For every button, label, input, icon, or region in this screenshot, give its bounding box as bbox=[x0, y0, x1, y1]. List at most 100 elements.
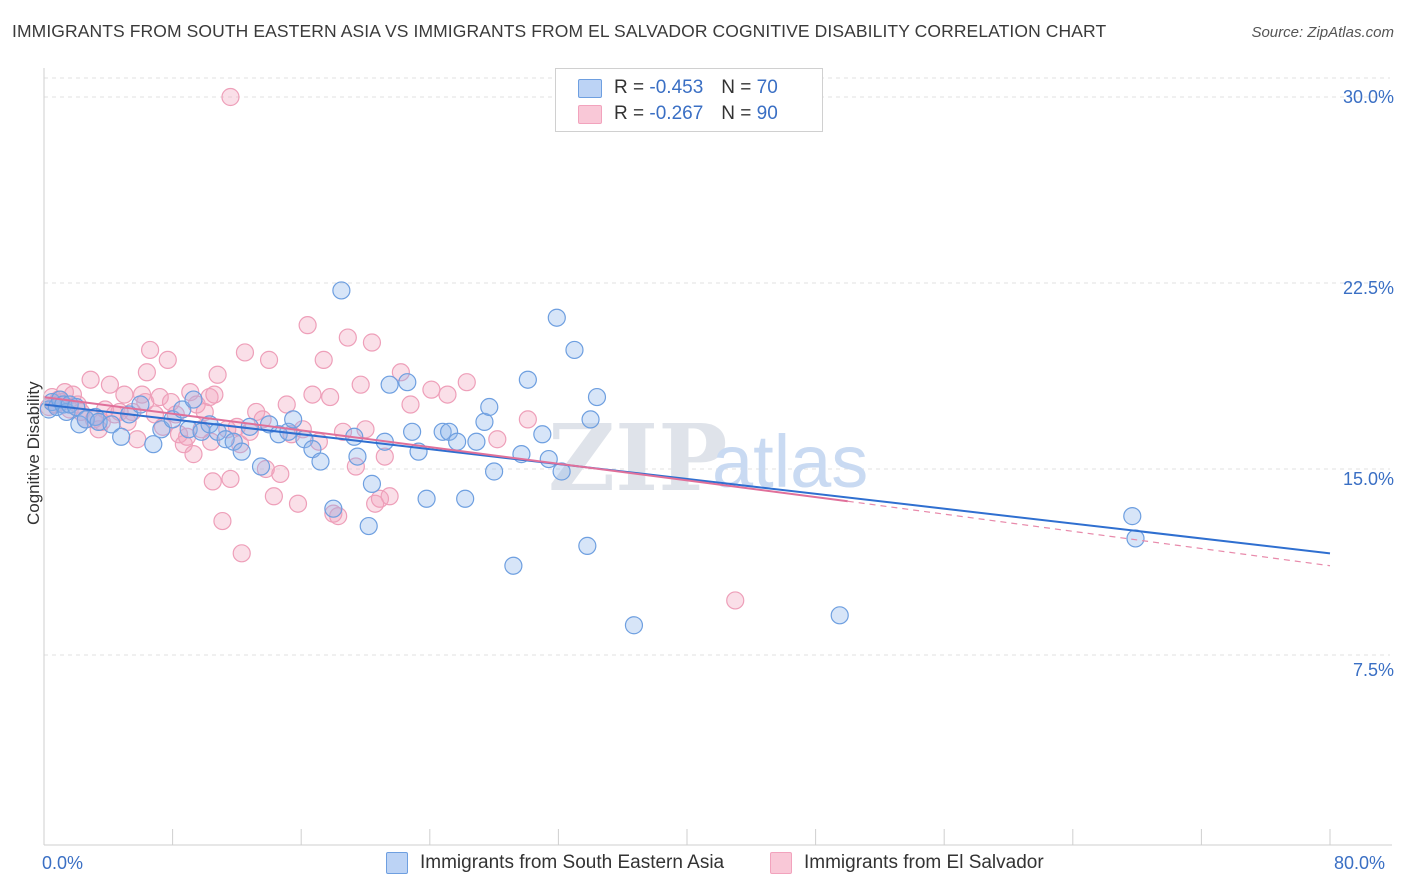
data-point-el-salvador bbox=[271, 464, 290, 484]
legend-row-series-1: R = -0.453 N = 70 bbox=[578, 76, 778, 100]
data-point-el-salvador bbox=[362, 333, 382, 352]
data-point-el-salvador bbox=[205, 385, 224, 404]
data-point-el-salvador bbox=[235, 343, 255, 362]
data-point-el-salvador bbox=[100, 375, 120, 394]
legend-swatch bbox=[770, 852, 792, 874]
y-tick-label: 30.0% bbox=[1342, 87, 1394, 107]
data-point-south-eastern-asia bbox=[433, 422, 452, 441]
data-point-el-salvador bbox=[203, 472, 222, 491]
x-tick-label: 80.0% bbox=[1334, 853, 1386, 873]
data-point-south-eastern-asia bbox=[587, 387, 607, 407]
data-point-south-eastern-asia bbox=[552, 462, 571, 481]
data-point-el-salvador bbox=[401, 395, 420, 414]
data-point-south-eastern-asia bbox=[324, 499, 343, 518]
data-point-south-eastern-asia bbox=[533, 425, 552, 444]
y-tick-label: 15.0% bbox=[1342, 469, 1394, 489]
data-point-south-eastern-asia bbox=[547, 308, 566, 327]
source-label: Source: ZipAtlas.com bbox=[1251, 24, 1394, 41]
trend-line-el-salvador bbox=[43, 396, 848, 503]
data-point-south-eastern-asia bbox=[830, 606, 849, 625]
data-point-south-eastern-asia bbox=[112, 427, 131, 446]
data-point-south-eastern-asia bbox=[284, 410, 303, 429]
data-point-south-eastern-asia bbox=[467, 432, 486, 451]
data-point-south-eastern-asia bbox=[448, 432, 467, 451]
legend-swatch bbox=[386, 852, 408, 874]
data-point-south-eastern-asia bbox=[403, 422, 422, 441]
data-point-el-salvador bbox=[150, 387, 169, 407]
data-point-el-salvador bbox=[81, 370, 100, 389]
data-point-south-eastern-asia bbox=[86, 407, 105, 427]
trend-line-el-salvador-extension bbox=[847, 500, 1331, 567]
data-point-el-salvador bbox=[380, 487, 399, 506]
data-point-el-salvador bbox=[115, 385, 134, 404]
watermark-atlas: atlas bbox=[712, 420, 868, 503]
data-point-el-salvador bbox=[488, 430, 507, 449]
data-point-el-salvador bbox=[324, 504, 343, 523]
data-point-el-salvador bbox=[259, 350, 279, 369]
data-point-el-salvador bbox=[422, 380, 441, 399]
data-point-south-eastern-asia bbox=[578, 536, 597, 555]
data-point-south-eastern-asia bbox=[485, 462, 504, 481]
n-label: N = bbox=[721, 103, 752, 124]
data-point-south-eastern-asia bbox=[456, 489, 475, 508]
watermark-zip: ZIP bbox=[548, 404, 727, 512]
data-point-el-salvador bbox=[321, 387, 340, 407]
legend-item-south-eastern-asia: Immigrants from South Eastern Asia bbox=[386, 852, 724, 874]
data-point-south-eastern-asia bbox=[624, 616, 644, 635]
data-point-south-eastern-asia bbox=[359, 516, 378, 536]
data-point-south-eastern-asia bbox=[1123, 507, 1142, 526]
data-point-el-salvador bbox=[314, 350, 333, 369]
data-point-el-salvador bbox=[128, 430, 147, 449]
data-point-el-salvador bbox=[177, 427, 197, 446]
data-point-south-eastern-asia bbox=[348, 447, 367, 466]
data-point-el-salvador bbox=[232, 544, 251, 563]
data-point-el-salvador bbox=[726, 591, 745, 610]
data-point-el-salvador bbox=[351, 375, 370, 394]
data-point-el-salvador bbox=[137, 363, 156, 382]
r-value: -0.267 bbox=[649, 103, 704, 124]
data-point-south-eastern-asia bbox=[311, 452, 330, 471]
data-point-south-eastern-asia bbox=[398, 373, 417, 392]
data-point-south-eastern-asia bbox=[539, 449, 558, 469]
data-point-el-salvador bbox=[140, 340, 160, 360]
data-point-south-eastern-asia bbox=[251, 457, 271, 476]
legend-label: Immigrants from South Eastern Asia bbox=[420, 852, 725, 873]
data-point-el-salvador bbox=[375, 447, 394, 466]
data-point-el-salvador bbox=[438, 385, 457, 404]
data-point-south-eastern-asia bbox=[362, 474, 382, 493]
data-point-south-eastern-asia bbox=[232, 442, 251, 461]
data-point-south-eastern-asia bbox=[380, 375, 399, 394]
legend-item-el-salvador: Immigrants from El Salvador bbox=[770, 852, 1044, 874]
data-point-el-salvador bbox=[158, 350, 177, 369]
data-point-south-eastern-asia bbox=[184, 390, 203, 409]
legend-swatch bbox=[578, 78, 602, 98]
r-label: R = bbox=[614, 77, 645, 98]
data-point-el-salvador bbox=[303, 385, 322, 404]
data-point-el-salvador bbox=[288, 494, 308, 513]
chart-title: IMMIGRANTS FROM SOUTH EASTERN ASIA VS IM… bbox=[12, 21, 1107, 41]
data-point-south-eastern-asia bbox=[504, 556, 523, 575]
legend-row-series-2: R = -0.267 N = 90 bbox=[578, 102, 778, 126]
trend-line-south-eastern-asia bbox=[43, 403, 1331, 555]
data-point-south-eastern-asia bbox=[144, 435, 163, 454]
data-point-el-salvador bbox=[298, 316, 317, 335]
data-point-el-salvador bbox=[184, 445, 203, 464]
n-value: 70 bbox=[756, 77, 778, 98]
data-point-el-salvador bbox=[338, 328, 357, 347]
data-point-el-salvador bbox=[264, 487, 283, 506]
data-point-el-salvador bbox=[518, 410, 537, 429]
series-legend: Immigrants from South Eastern Asia Immig… bbox=[0, 852, 1406, 878]
x-tick-label: 0.0% bbox=[42, 853, 84, 873]
data-point-el-salvador bbox=[366, 494, 385, 513]
correlation-legend: R = -0.453 N = 70 R = -0.267 N = 90 bbox=[555, 68, 823, 132]
data-point-south-eastern-asia bbox=[417, 489, 436, 508]
data-point-el-salvador bbox=[208, 365, 227, 384]
data-point-el-salvador bbox=[256, 459, 275, 479]
data-point-el-salvador bbox=[391, 363, 410, 382]
legend-label: Immigrants from El Salvador bbox=[804, 852, 1044, 873]
y-tick-label: 7.5% bbox=[1352, 660, 1394, 680]
data-point-el-salvador bbox=[213, 511, 232, 531]
data-point-south-eastern-asia bbox=[480, 397, 499, 417]
data-point-el-salvador bbox=[221, 87, 240, 107]
